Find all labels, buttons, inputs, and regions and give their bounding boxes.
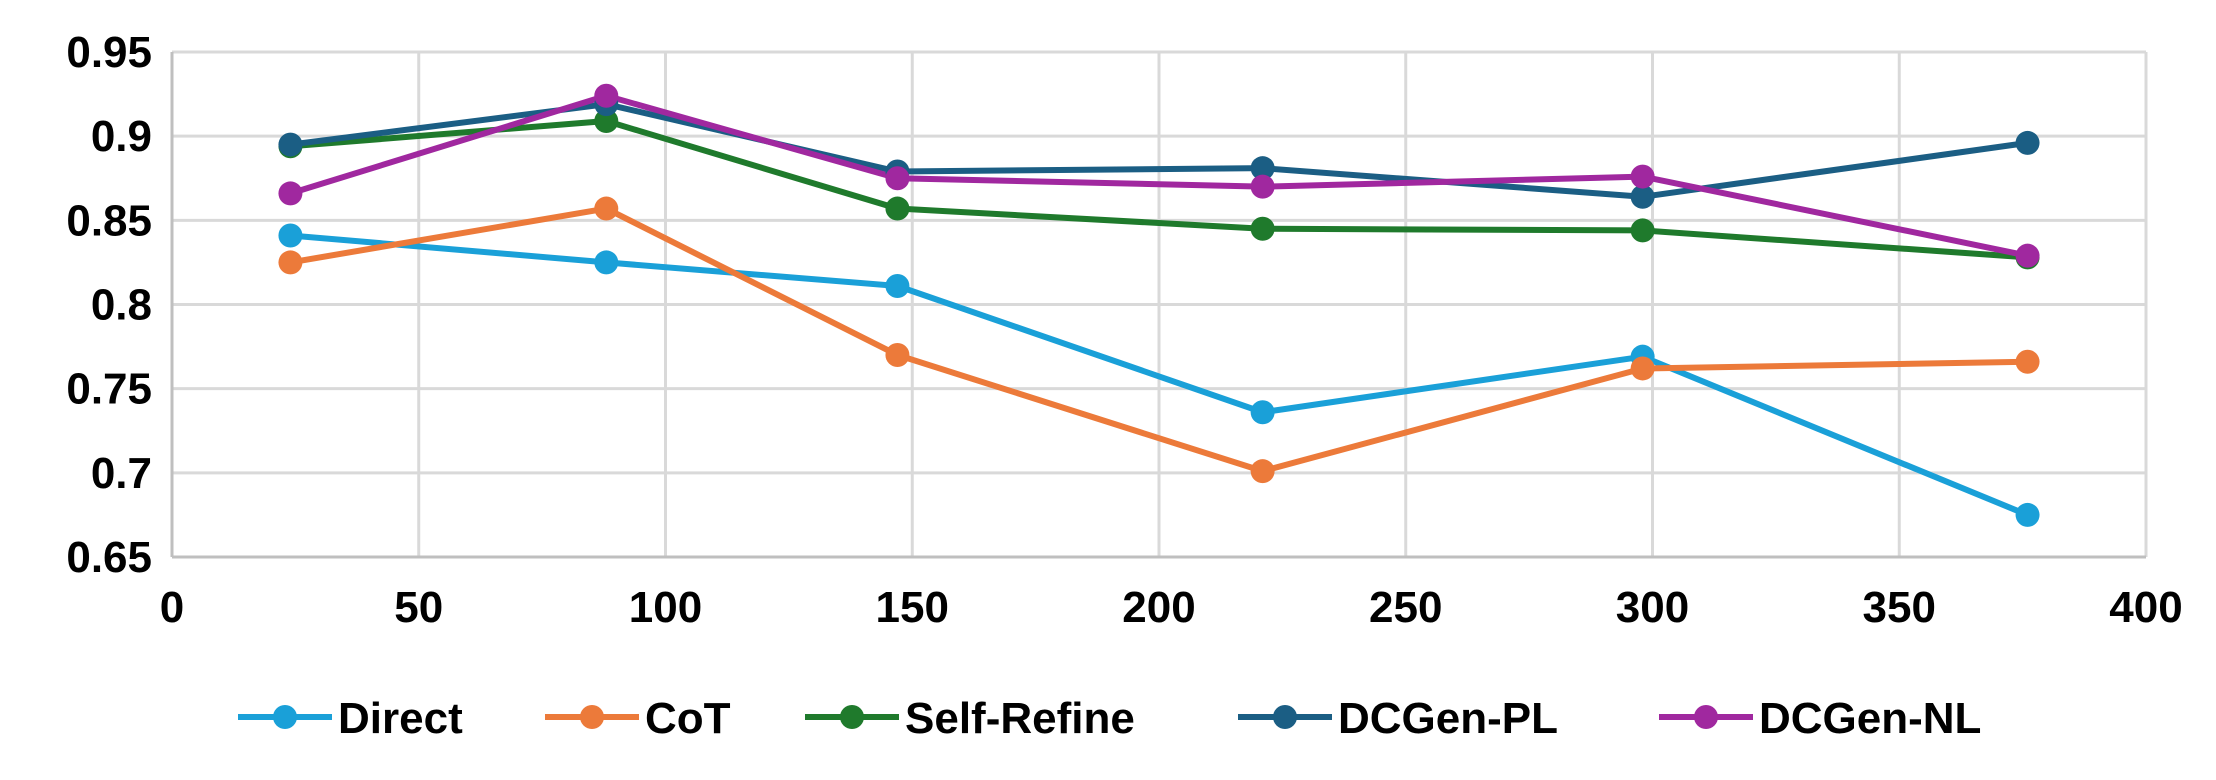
legend-item-dcgen-pl: DCGen-PL <box>1238 694 1558 743</box>
x-tick-label: 400 <box>2109 583 2182 632</box>
y-tick-labels: 0.65 0.7 0.75 0.8 0.85 0.9 0.95 <box>66 28 152 582</box>
legend-label: Self-Refine <box>905 694 1135 743</box>
x-tick-label: 0 <box>160 583 184 632</box>
data-point-dcgen-pl <box>2016 131 2040 155</box>
data-point-dcgen-nl <box>2016 244 2040 268</box>
legend-marker <box>580 705 604 729</box>
x-tick-label: 300 <box>1616 583 1689 632</box>
y-tick-label: 0.65 <box>66 533 152 582</box>
legend-marker <box>1273 705 1297 729</box>
data-point-cot <box>2016 350 2040 374</box>
x-tick-label: 350 <box>1863 583 1936 632</box>
legend-marker <box>1694 705 1718 729</box>
data-point-dcgen-nl <box>885 166 909 190</box>
legend-marker <box>273 705 297 729</box>
y-tick-label: 0.9 <box>91 112 152 161</box>
x-tick-labels: 0 50 100 150 200 250 300 350 400 <box>160 583 2183 632</box>
y-tick-label: 0.85 <box>66 196 152 245</box>
y-tick-label: 0.7 <box>91 449 152 498</box>
legend-item-dcgen-nl: DCGen-NL <box>1659 694 1981 743</box>
data-point-self-refine <box>1251 217 1275 241</box>
data-point-direct <box>278 223 302 247</box>
data-point-dcgen-nl <box>594 84 618 108</box>
data-point-dcgen-nl <box>1251 175 1275 199</box>
data-point-dcgen-nl <box>1631 165 1655 189</box>
legend-item-cot: CoT <box>545 694 731 743</box>
x-tick-label: 100 <box>629 583 702 632</box>
data-point-cot <box>278 250 302 274</box>
data-point-cot <box>1251 459 1275 483</box>
legend-item-direct: Direct <box>238 694 463 743</box>
data-point-direct <box>1251 400 1275 424</box>
x-tick-label: 250 <box>1369 583 1442 632</box>
legend-label: CoT <box>645 694 731 743</box>
data-point-direct <box>885 274 909 298</box>
data-point-self-refine <box>1631 218 1655 242</box>
data-point-cot <box>1631 356 1655 380</box>
data-point-dcgen-pl <box>278 133 302 157</box>
legend-label: Direct <box>338 694 463 743</box>
legend-label: DCGen-PL <box>1338 694 1558 743</box>
data-point-dcgen-nl <box>278 181 302 205</box>
x-tick-label: 200 <box>1122 583 1195 632</box>
data-point-cot <box>885 343 909 367</box>
legend-label: DCGen-NL <box>1759 694 1981 743</box>
y-tick-label: 0.75 <box>66 365 152 414</box>
legend-marker <box>840 705 864 729</box>
grid-lines <box>172 52 2146 557</box>
x-tick-label: 150 <box>876 583 949 632</box>
data-point-direct <box>2016 503 2040 527</box>
data-point-self-refine <box>885 197 909 221</box>
data-point-cot <box>594 197 618 221</box>
legend-item-self-refine: Self-Refine <box>805 694 1135 743</box>
y-tick-label: 0.95 <box>66 28 152 77</box>
legend: Direct CoT Self-Refine DCGen-PL DCGen-NL <box>238 694 1981 743</box>
x-tick-label: 50 <box>394 583 443 632</box>
y-tick-label: 0.8 <box>91 281 152 330</box>
data-point-direct <box>594 250 618 274</box>
